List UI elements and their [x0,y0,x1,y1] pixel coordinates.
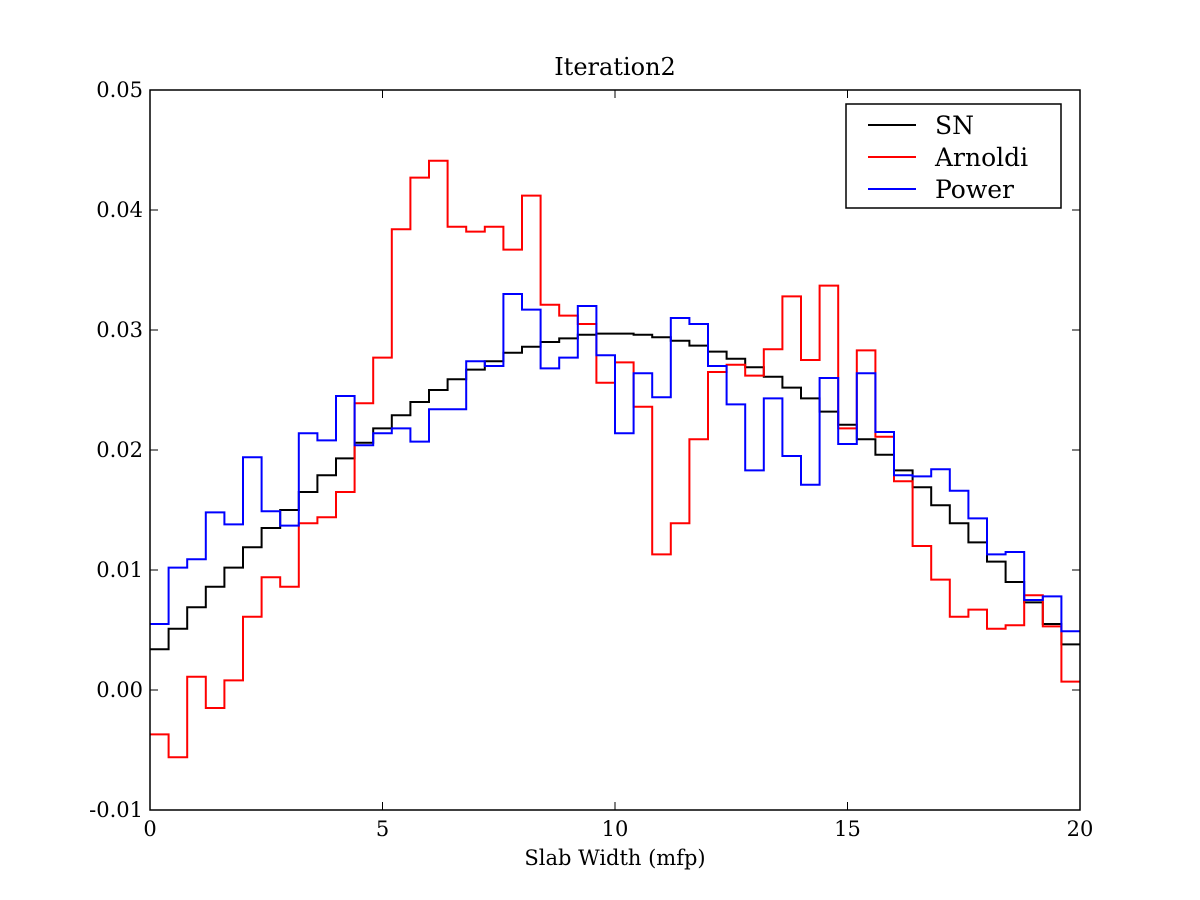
plot-area [149,89,1081,811]
legend: SN Arnoldi Power [845,103,1062,209]
y-tick-label: 0.05 [96,78,143,102]
x-axis-label: Slab Width (mfp) [524,846,705,870]
tick-labels: 0 5 10 15 20 -0.01 0.00 0.01 0.02 0.03 0.04 0.05 [89,78,1093,841]
x-tick-label: 0 [143,817,156,841]
series-line-sn [150,332,1080,651]
x-tick-label: 20 [1067,817,1094,841]
y-tick-label: 0.02 [96,438,143,462]
legend-label-power: Power [935,175,1014,204]
series-layer [150,159,1080,759]
x-tick-label: 5 [376,817,389,841]
legend-label-arnoldi: Arnoldi [934,143,1028,172]
y-tick-label: 0.00 [96,678,143,702]
x-tick-label: 10 [602,817,629,841]
y-tick-label: 0.04 [96,198,143,222]
series-line-power [150,293,1080,633]
x-tick-label: 15 [834,817,861,841]
axes-background [150,90,1080,810]
chart-title: Iteration2 [554,53,676,81]
axes-frame [149,89,1081,811]
y-tick-label: 0.01 [96,558,143,582]
y-tick-label: 0.03 [96,318,143,342]
legend-label-sn: SN [935,111,974,140]
y-tick-label: -0.01 [89,798,143,822]
